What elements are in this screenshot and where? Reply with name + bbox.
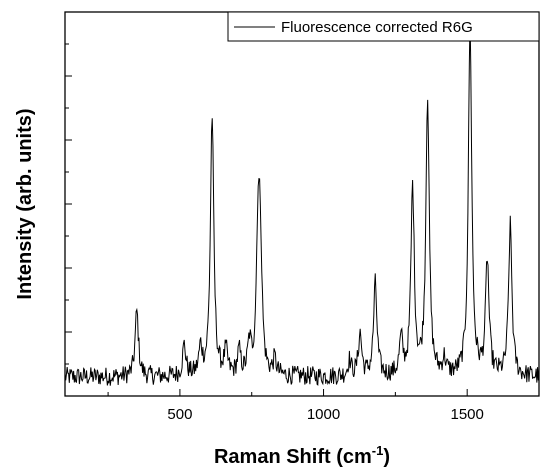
x-tick-label: 500 (167, 406, 192, 423)
x-axis-title-close: ) (383, 446, 390, 468)
x-tick-label: 1500 (450, 406, 483, 423)
x-axis-title: Raman Shift (cm-1) (214, 443, 390, 468)
legend-label: Fluorescence corrected R6G (281, 19, 473, 36)
y-axis-title: Intensity (arb. units) (14, 108, 36, 299)
y-axis-ticks (65, 11, 72, 365)
x-axis-ticks: 500 1000 1500 (107, 389, 540, 423)
series-line-fluorescence-corrected-r6g (64, 16, 540, 386)
x-tick-label: 1000 (307, 406, 340, 423)
x-axis-title-superscript: -1 (372, 443, 384, 458)
legend: Fluorescence corrected R6G (227, 11, 540, 42)
legend-box (227, 11, 540, 42)
